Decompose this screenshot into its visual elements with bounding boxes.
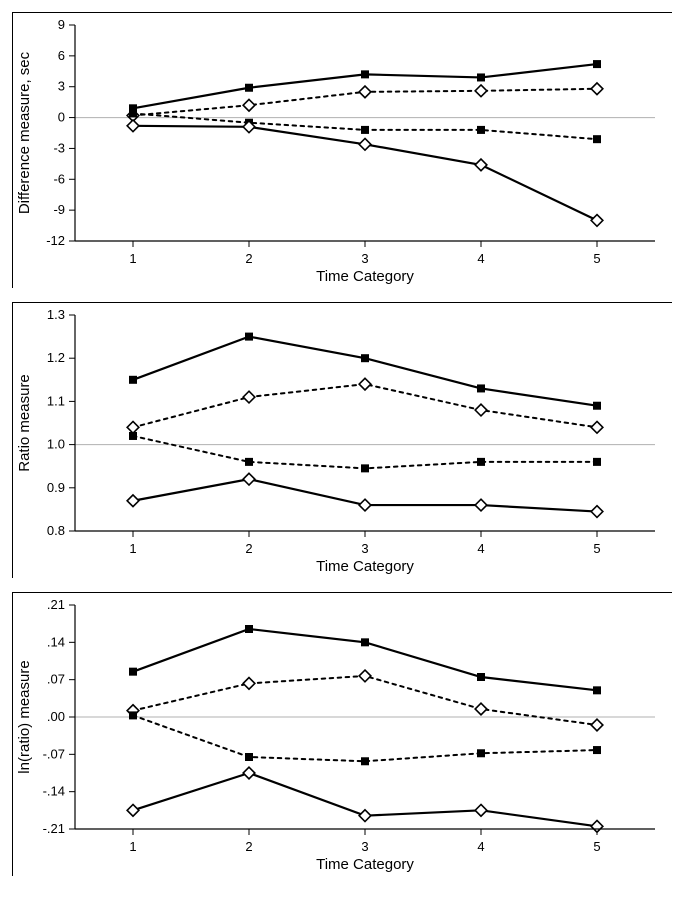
xtick-label: 1 — [129, 541, 136, 556]
xtick-label: 1 — [129, 251, 136, 266]
x-axis-label: Time Category — [316, 558, 414, 575]
xtick-label: 2 — [245, 541, 252, 556]
xtick-label: 4 — [477, 839, 484, 854]
marker-square — [245, 84, 253, 92]
ytick-label: .07 — [47, 672, 65, 687]
xtick-label: 4 — [477, 541, 484, 556]
xtick-label: 4 — [477, 251, 484, 266]
xtick-label: 2 — [245, 251, 252, 266]
ytick-label: .21 — [47, 597, 65, 612]
panel-ratio: 0.8 0.9 1.0 1.1 1.2 1.3 1 2 3 4 5 Time Category Rati… — [12, 302, 672, 578]
ytick-label: 1.2 — [47, 350, 65, 365]
xtick-label: 1 — [129, 839, 136, 854]
y-axis-label: Difference measure, sec — [16, 51, 33, 214]
marker-square — [129, 109, 137, 117]
chart-lnratio: -.21 -.14 -.07 .00 .07 .14 .21 1 2 3 4 5 Time Catego… — [13, 593, 673, 877]
xtick-label: 5 — [593, 541, 600, 556]
marker-square — [129, 668, 137, 676]
ytick-label: .14 — [47, 634, 65, 649]
ytick-label: 9 — [58, 17, 65, 32]
marker-square — [361, 757, 369, 765]
marker-square — [245, 333, 253, 341]
marker-square — [477, 126, 485, 134]
xtick-label: 3 — [361, 251, 368, 266]
ytick-label: -9 — [53, 202, 65, 217]
y-axis-label: Ratio measure — [16, 374, 33, 472]
ytick-label: 1.1 — [47, 393, 65, 408]
ytick-label: 6 — [58, 48, 65, 63]
panel-difference: -12-9-6-3036912345Time CategoryDifferenc… — [12, 12, 672, 288]
marker-square — [245, 625, 253, 633]
ytick-label: 0.8 — [47, 523, 65, 538]
marker-square — [245, 458, 253, 466]
marker-square — [129, 432, 137, 440]
marker-square — [593, 458, 601, 466]
marker-square — [245, 753, 253, 761]
marker-square — [361, 638, 369, 646]
marker-square — [129, 711, 137, 719]
ytick-label: -6 — [53, 171, 65, 186]
marker-square — [593, 135, 601, 143]
marker-square — [477, 384, 485, 392]
y-axis-label: ln(ratio) measure — [16, 660, 33, 773]
ytick-label: -12 — [46, 233, 65, 248]
x-axis-label: Time Category — [316, 856, 414, 873]
marker-square — [361, 354, 369, 362]
marker-square — [361, 70, 369, 78]
marker-square — [593, 60, 601, 68]
marker-square — [129, 376, 137, 384]
marker-square — [477, 73, 485, 81]
marker-square — [361, 126, 369, 134]
ytick-label: -.21 — [43, 821, 65, 836]
xtick-label: 3 — [361, 839, 368, 854]
chart-ratio: 0.8 0.9 1.0 1.1 1.2 1.3 1 2 3 4 5 Time Category Rati… — [13, 303, 673, 579]
marker-square — [593, 402, 601, 410]
ytick-label: -3 — [53, 140, 65, 155]
ytick-label: 1.3 — [47, 307, 65, 322]
xtick-label: 2 — [245, 839, 252, 854]
marker-square — [593, 746, 601, 754]
panel-lnratio: -.21 -.14 -.07 .00 .07 .14 .21 1 2 3 4 5 Time Catego… — [12, 592, 672, 876]
marker-square — [477, 673, 485, 681]
ytick-label: -.07 — [43, 746, 65, 761]
ytick-label: 3 — [58, 79, 65, 94]
marker-square — [593, 686, 601, 694]
ytick-label: 0 — [58, 110, 65, 125]
ytick-label: -.14 — [43, 784, 65, 799]
marker-square — [477, 749, 485, 757]
x-axis-label: Time Category — [316, 268, 414, 285]
figure-root: -12-9-6-3036912345Time CategoryDifferenc… — [12, 12, 672, 876]
xtick-label: 5 — [593, 839, 600, 854]
ytick-label: .00 — [47, 709, 65, 724]
xtick-label: 3 — [361, 541, 368, 556]
marker-square — [361, 464, 369, 472]
chart-difference: -12-9-6-3036912345Time CategoryDifferenc… — [13, 13, 673, 289]
ytick-label: 1.0 — [47, 437, 65, 452]
xtick-label: 5 — [593, 251, 600, 266]
ytick-label: 0.9 — [47, 480, 65, 495]
marker-square — [477, 458, 485, 466]
